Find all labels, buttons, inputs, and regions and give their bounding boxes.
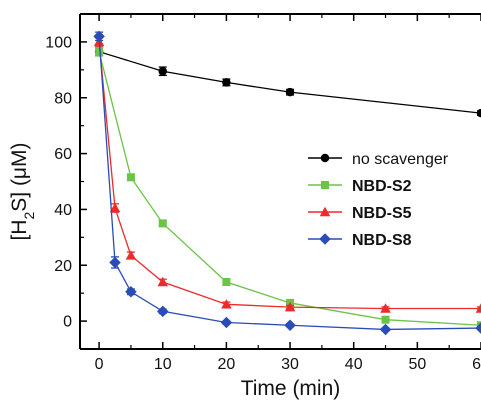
y-tick-label: 60 (54, 146, 72, 163)
legend-label: no scavenger (352, 151, 449, 168)
legend-item: NBD-S5 (308, 205, 412, 222)
data-point (380, 324, 392, 336)
data-point (286, 88, 295, 97)
y-axis-title-suffix: S] (μM) (8, 142, 31, 211)
y-axis-title-subscript: 2 (21, 212, 37, 220)
y-tick-label: 40 (54, 202, 72, 219)
x-tick-label: 20 (217, 356, 235, 373)
data-point (95, 48, 103, 56)
x-tick-label: 60 (472, 356, 481, 373)
series-line (99, 42, 481, 309)
series-layer (93, 31, 481, 336)
series-line (99, 36, 481, 329)
series-nbd-s8 (93, 31, 481, 336)
y-tick-label: 100 (45, 34, 72, 51)
legend-label: NBD-S2 (352, 178, 412, 195)
legend-item: NBD-S2 (308, 178, 412, 195)
x-tick-label: 10 (154, 356, 172, 373)
legend: no scavenger NBD-S2 NBD-S5 NBD-S8 (308, 151, 449, 249)
series-no-scavenger (95, 47, 481, 117)
x-axis-title: Time (min) (241, 377, 341, 400)
y-axis-title: [H2S] (μM) (8, 142, 37, 240)
data-point (157, 306, 169, 318)
legend-label: NBD-S5 (352, 205, 412, 222)
data-point (93, 31, 105, 42)
data-point (222, 78, 231, 87)
data-point (109, 257, 121, 269)
data-point (382, 316, 390, 324)
data-point (125, 286, 137, 298)
legend-item: no scavenger (308, 151, 449, 168)
series-line (99, 52, 481, 113)
data-point (222, 278, 230, 286)
x-tick-label: 50 (408, 356, 426, 373)
data-point (221, 299, 232, 308)
legend-label: NBD-S8 (352, 232, 412, 249)
y-tick-label: 0 (63, 314, 72, 331)
legend-marker (321, 154, 330, 163)
x-tick-label: 0 (95, 356, 104, 373)
data-point (284, 320, 296, 332)
data-point (159, 219, 167, 227)
y-axis-title-prefix: [H (8, 220, 31, 241)
data-point (158, 67, 167, 76)
legend-item: NBD-S8 (308, 232, 412, 249)
data-point (127, 173, 135, 181)
y-tick-label: 80 (54, 90, 72, 107)
x-tick-label: 30 (281, 356, 299, 373)
legend-marker (319, 233, 331, 245)
x-tick-label: 40 (345, 356, 363, 373)
series-nbd-s5 (94, 37, 481, 313)
data-point (221, 317, 233, 329)
legend-marker (321, 181, 329, 189)
data-point (477, 109, 481, 118)
y-tick-label: 20 (54, 258, 72, 275)
